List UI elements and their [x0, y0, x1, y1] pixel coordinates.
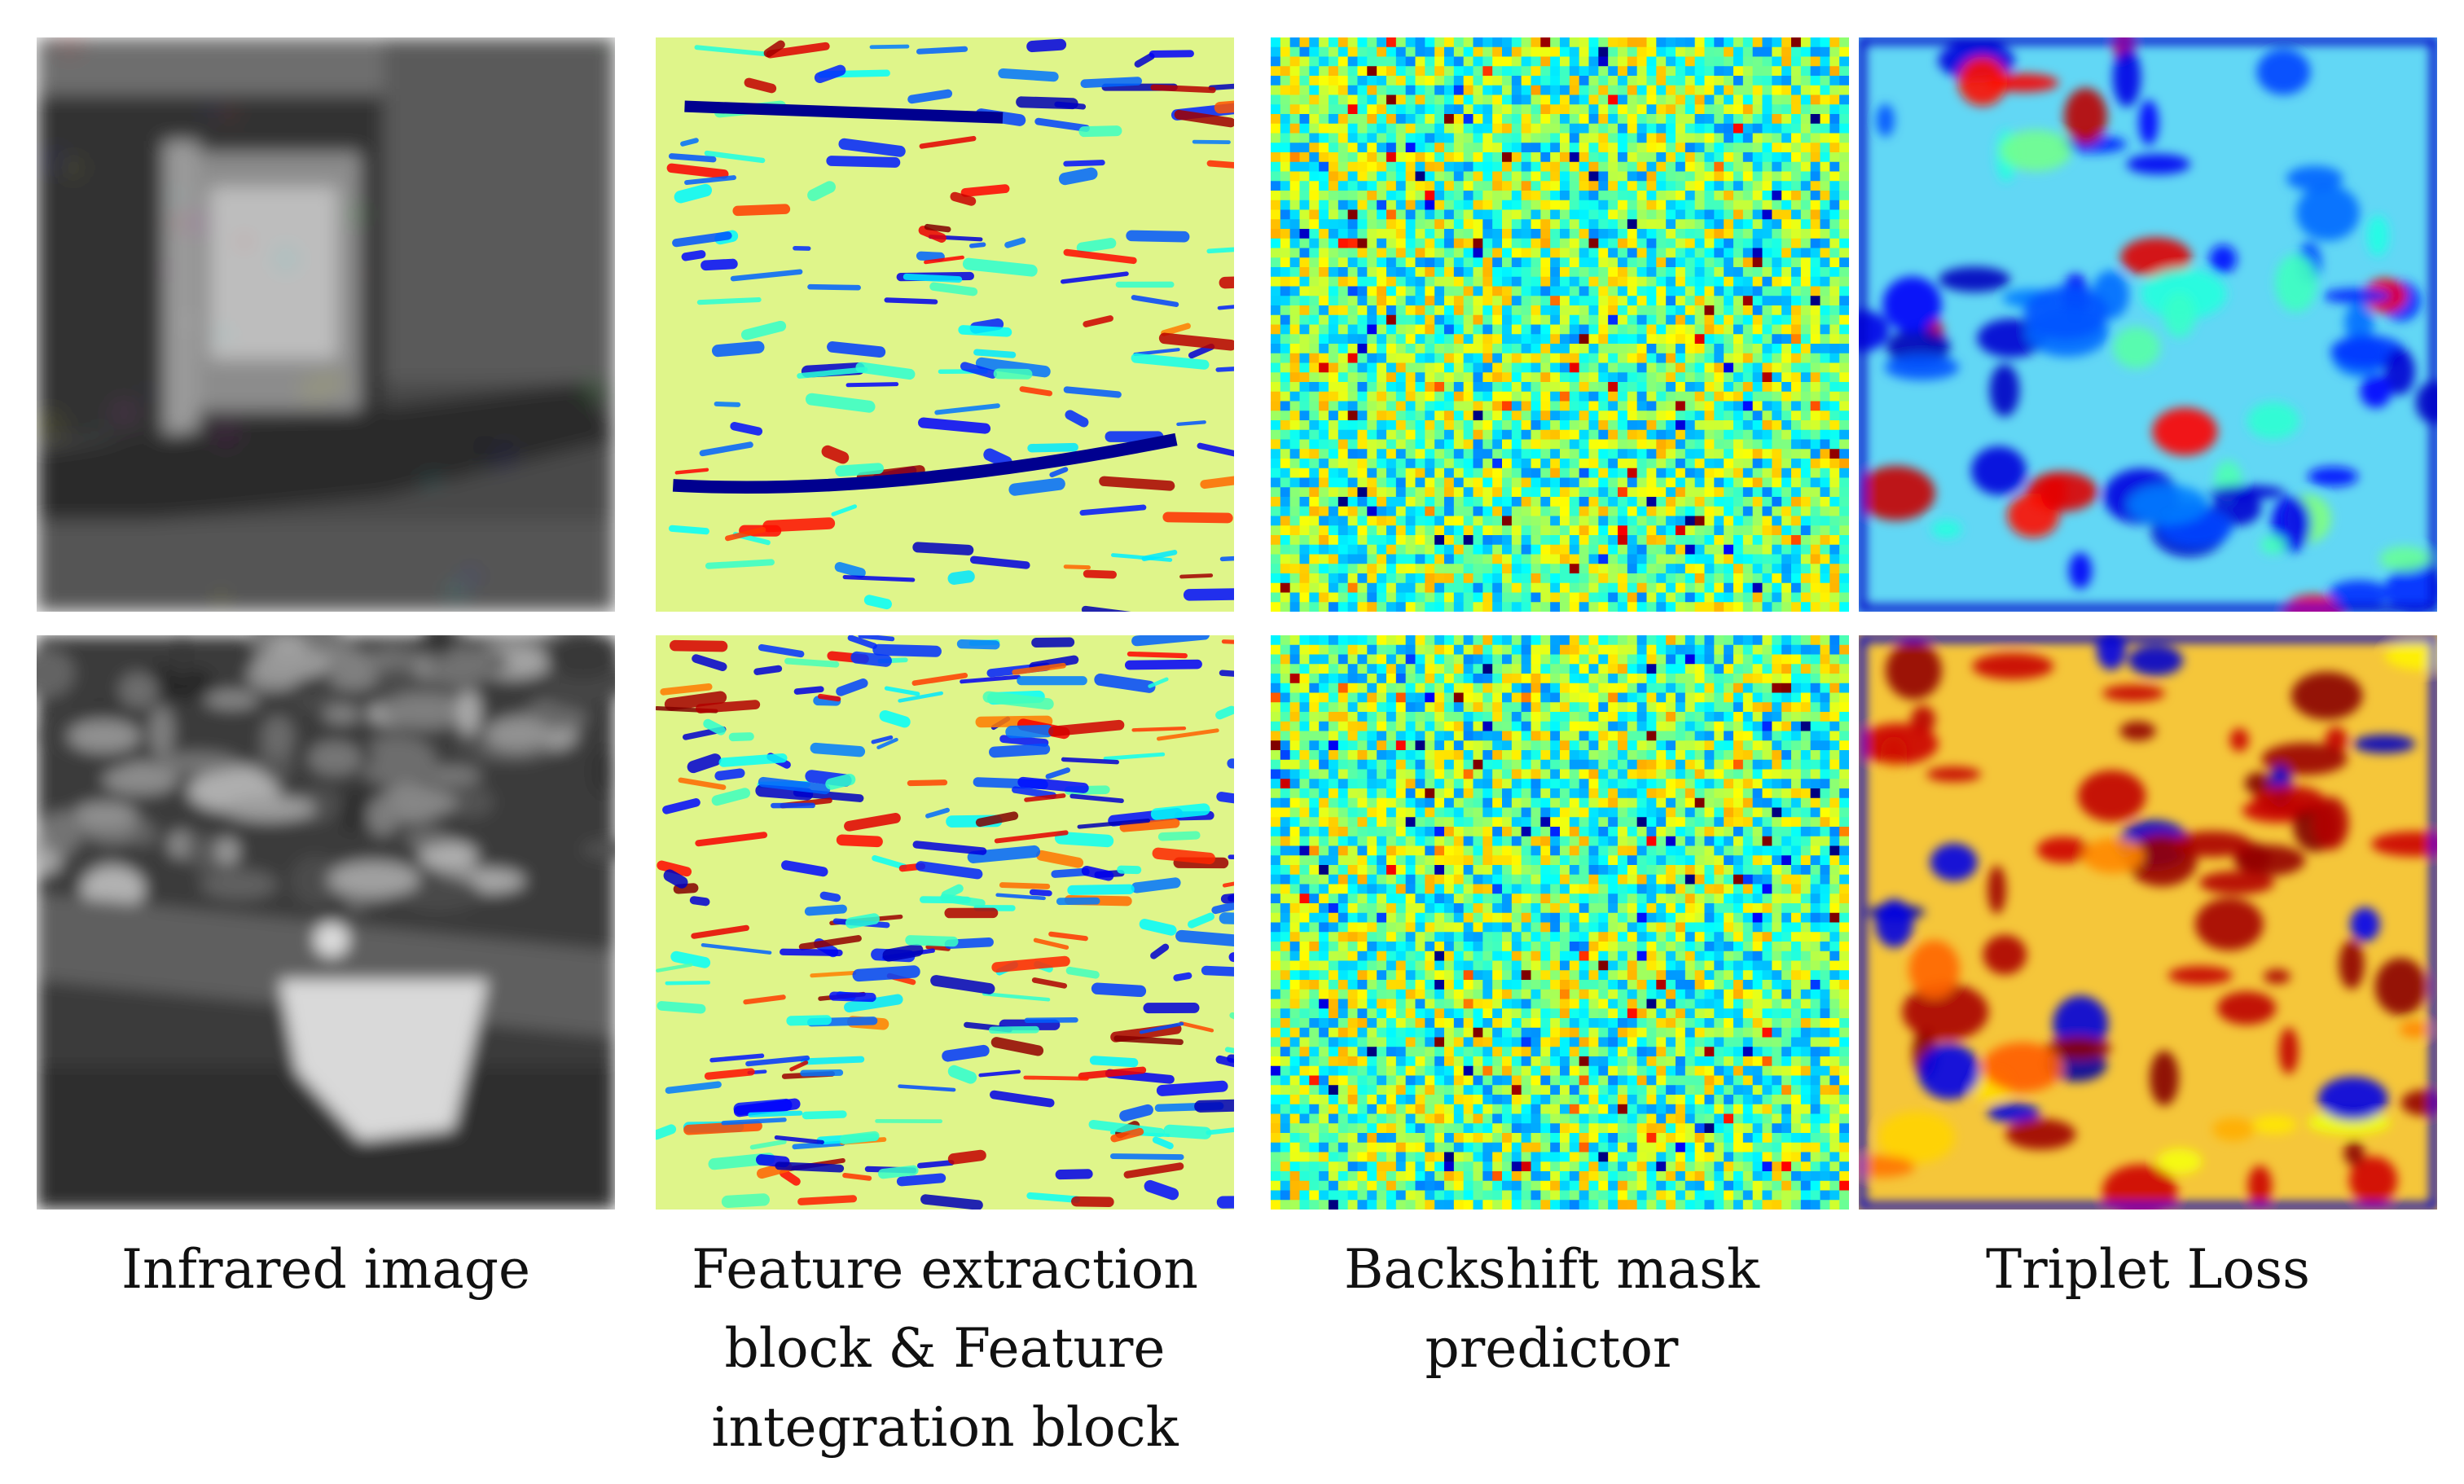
triplet-loss-map-row1 — [1859, 37, 2437, 612]
infrared-image-row1 — [37, 37, 615, 612]
caption-infrared-image: Infrared image — [121, 1238, 531, 1301]
feature-block-map-row1 — [656, 37, 1234, 612]
caption-triplet-loss: Triplet Loss — [1986, 1238, 2310, 1301]
caption-feature-blocks: Feature extraction block & Feature integ… — [692, 1238, 1198, 1459]
feature-block-map-row2 — [656, 635, 1234, 1210]
backshift-mask-map-row2 — [1271, 635, 1849, 1210]
backshift-mask-map-row1 — [1271, 37, 1849, 612]
triplet-loss-map-row2 — [1859, 635, 2437, 1210]
infrared-image-row2 — [37, 635, 615, 1210]
caption-backshift-mask-predictor: Backshift mask predictor — [1343, 1238, 1760, 1380]
